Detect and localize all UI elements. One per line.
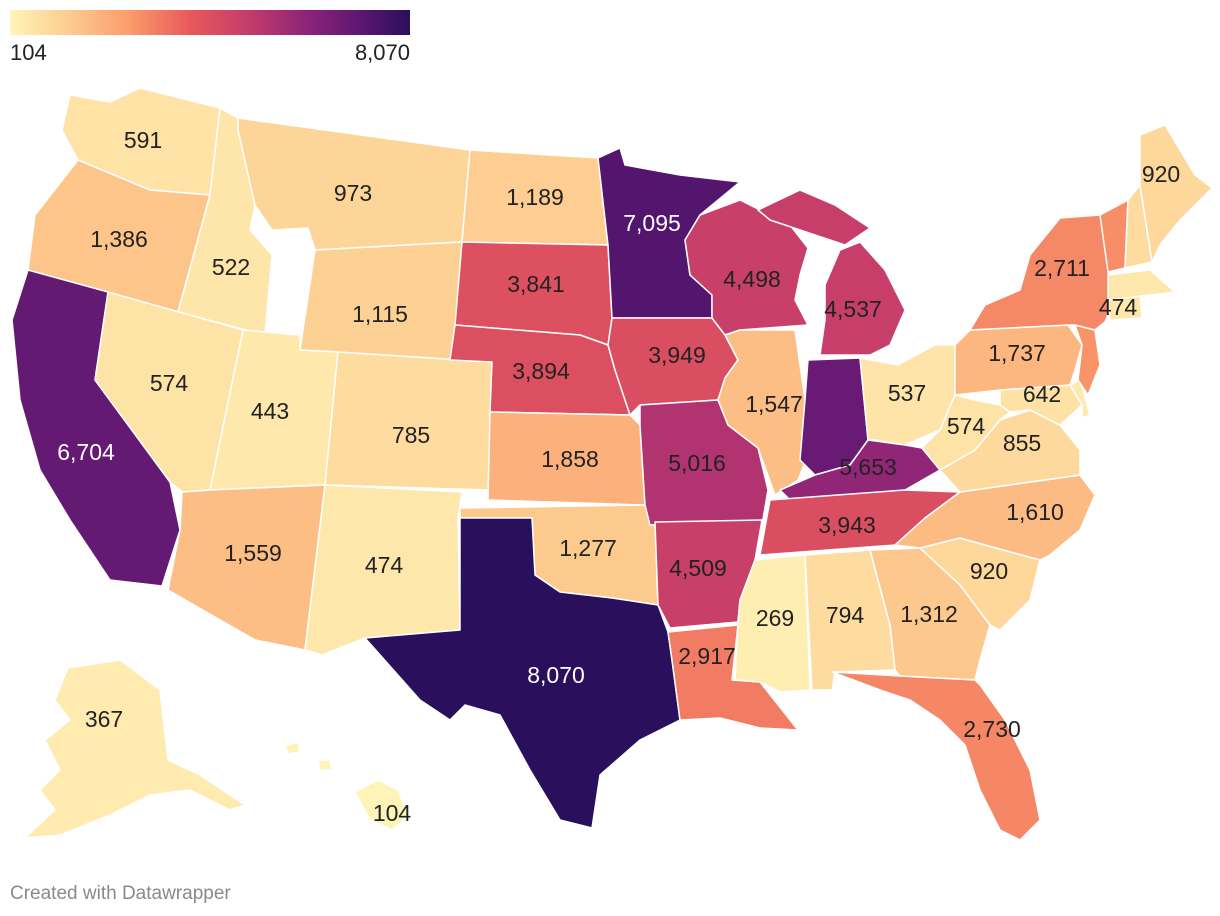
label-PA: 1,737 bbox=[988, 340, 1046, 366]
label-KY: 5,653 bbox=[839, 454, 897, 480]
state-MA[interactable] bbox=[1107, 269, 1176, 301]
label-OK: 1,277 bbox=[559, 535, 617, 561]
label-TX: 8,070 bbox=[527, 662, 585, 688]
label-MI: 4,537 bbox=[824, 296, 882, 322]
label-MN: 7,095 bbox=[623, 210, 681, 236]
label-NM: 474 bbox=[365, 552, 404, 578]
credit-line: Created with Datawrapper bbox=[10, 883, 231, 904]
label-MA: 474 bbox=[1099, 294, 1138, 320]
label-AZ: 1,559 bbox=[224, 540, 282, 566]
label-NE: 3,894 bbox=[512, 358, 570, 384]
states-layer bbox=[11, 87, 1213, 841]
state-TX[interactable] bbox=[364, 517, 681, 829]
state-HI[interactable] bbox=[284, 741, 409, 831]
label-AL: 794 bbox=[826, 602, 865, 628]
label-IA: 3,949 bbox=[648, 342, 706, 368]
label-ME: 920 bbox=[1142, 161, 1180, 187]
label-ID: 522 bbox=[212, 254, 250, 280]
label-VA: 855 bbox=[1003, 430, 1041, 456]
state-AZ[interactable] bbox=[167, 484, 326, 651]
label-MS: 269 bbox=[756, 605, 794, 631]
label-AK: 367 bbox=[85, 706, 123, 732]
label-ND: 1,189 bbox=[506, 184, 564, 210]
label-AR: 4,509 bbox=[669, 555, 727, 581]
legend-min-label: 104 bbox=[10, 40, 47, 65]
label-MT: 973 bbox=[334, 180, 372, 206]
label-WA: 591 bbox=[124, 127, 162, 153]
value-labels-layer: 591 1,386 6,704 522 574 973 1,115 443 78… bbox=[57, 127, 1180, 826]
label-SD: 3,841 bbox=[507, 271, 565, 297]
label-CA: 6,704 bbox=[57, 439, 115, 465]
state-FL[interactable] bbox=[831, 671, 1041, 841]
label-UT: 443 bbox=[251, 398, 289, 424]
label-WY: 1,115 bbox=[352, 301, 408, 327]
label-SC: 920 bbox=[970, 558, 1008, 584]
label-OR: 1,386 bbox=[90, 226, 148, 252]
state-CO[interactable] bbox=[324, 351, 493, 491]
label-LA: 2,917 bbox=[678, 643, 736, 669]
label-WI: 4,498 bbox=[723, 266, 781, 292]
legend-gradient-bar bbox=[10, 10, 410, 35]
label-MO: 5,016 bbox=[668, 450, 726, 476]
label-MD: 642 bbox=[1023, 381, 1061, 407]
label-NY: 2,711 bbox=[1034, 255, 1090, 281]
label-FL: 2,730 bbox=[963, 716, 1021, 742]
state-WI[interactable] bbox=[684, 199, 809, 336]
state-AK[interactable] bbox=[24, 659, 246, 839]
legend-max-label: 8,070 bbox=[355, 40, 410, 65]
label-KS: 1,858 bbox=[541, 446, 599, 472]
label-HI: 104 bbox=[373, 800, 412, 826]
label-TN: 3,943 bbox=[818, 512, 876, 538]
state-ME[interactable] bbox=[1139, 124, 1213, 263]
label-CO: 785 bbox=[392, 422, 430, 448]
label-IL: 1,547 bbox=[745, 391, 803, 417]
label-NV: 574 bbox=[150, 370, 189, 396]
color-legend: 104 8,070 bbox=[10, 10, 410, 65]
label-NC: 1,610 bbox=[1006, 499, 1064, 525]
label-OH: 537 bbox=[888, 380, 926, 406]
state-MI[interactable] bbox=[757, 189, 906, 356]
label-WV: 574 bbox=[947, 413, 986, 439]
label-GA: 1,312 bbox=[900, 601, 958, 627]
state-LA[interactable] bbox=[667, 624, 799, 731]
